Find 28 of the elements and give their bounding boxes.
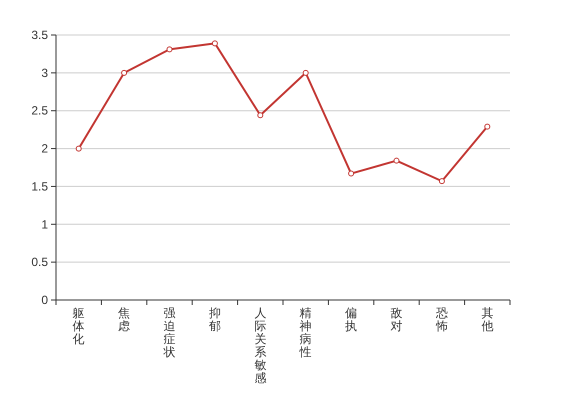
- point: [438, 178, 445, 184]
- x-tick-label: 抑郁: [208, 306, 221, 333]
- x-tick-label: 其他: [481, 306, 494, 333]
- x-tick-label: 精神病性: [298, 306, 312, 359]
- point: [212, 40, 218, 46]
- point: [257, 112, 264, 118]
- x-tick-label: 偏执: [345, 306, 358, 333]
- x-tick-label: 焦虑: [118, 306, 130, 333]
- point: [484, 124, 490, 130]
- x-tick-label: 敌对: [390, 306, 402, 333]
- y-tick-label: 2: [41, 142, 48, 156]
- x-tick-label: 恐怖: [434, 306, 448, 333]
- x-tick-label: 强迫症状: [162, 306, 176, 359]
- x-tick-label: 躯体化: [72, 306, 85, 346]
- point: [121, 70, 128, 76]
- y-tick-label: 0: [41, 293, 48, 307]
- point: [348, 170, 354, 177]
- point: [76, 146, 82, 152]
- y-tick-label: 1: [41, 217, 48, 232]
- y-tick-label: 0.5: [31, 255, 48, 270]
- point: [394, 158, 400, 164]
- y-tick-label: 2.5: [31, 104, 48, 118]
- x-tick-label: 人际关系敏感: [254, 306, 266, 385]
- point: [302, 70, 309, 76]
- y-tick-label: 3: [41, 66, 48, 80]
- point: [166, 46, 172, 52]
- y-tick-label: 1.5: [31, 179, 48, 194]
- y-tick-label: 3.5: [31, 28, 48, 42]
